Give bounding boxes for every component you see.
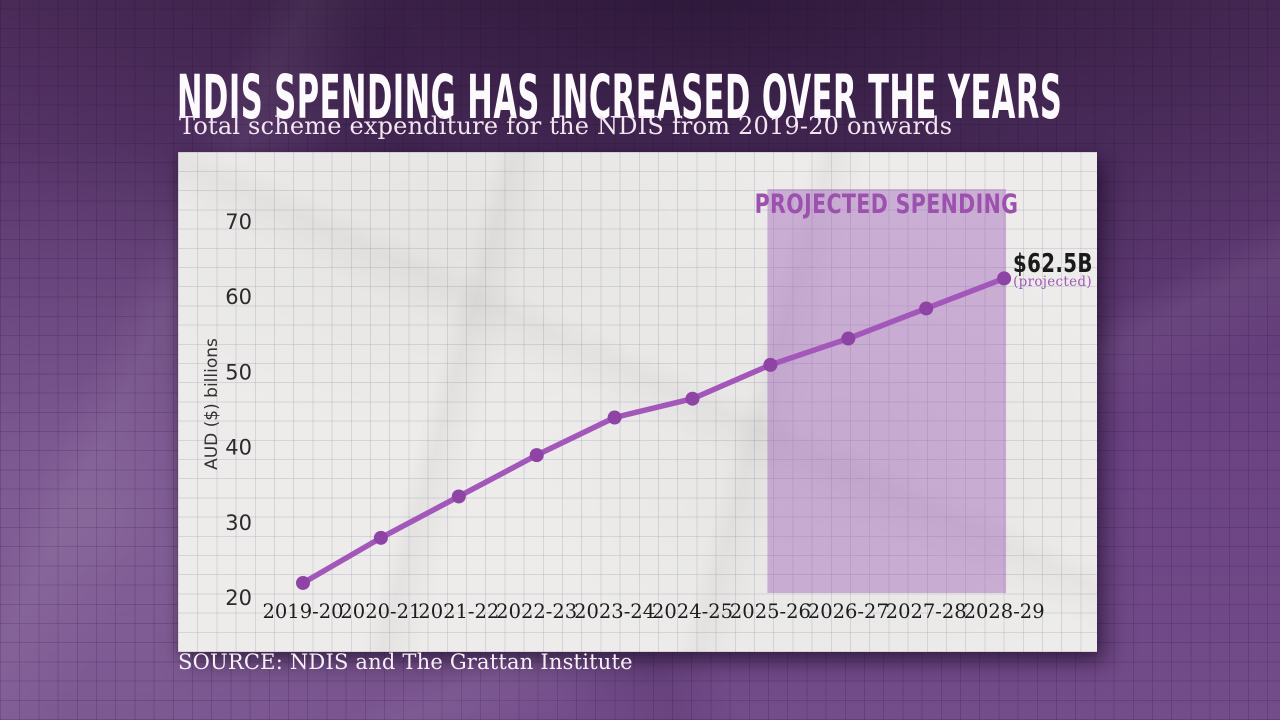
x-tick-2023-24: 2023-24 <box>574 600 655 623</box>
y-tick-20: 20 <box>225 586 252 610</box>
page-title-text: NDIS SPENDING HAS INCREASED OVER THE YEA… <box>177 62 1063 134</box>
x-tick-2019-20: 2019-20 <box>262 600 343 623</box>
line-chart: 20 30 40 50 60 70 2019-202020-212021-222022-23… <box>202 189 1045 623</box>
x-tick-2027-28: 2027-28 <box>886 600 967 623</box>
data-point-2020-21 <box>373 530 388 545</box>
source-attribution: SOURCE: NDIS and The Grattan Institute <box>178 650 633 674</box>
data-point-2021-22 <box>451 489 466 504</box>
data-point-2023-24 <box>607 410 622 425</box>
spending-line <box>300 275 1007 586</box>
projected-region <box>767 189 1007 593</box>
final-value-annotation: $62.5B <box>1013 251 1118 277</box>
data-point-2028-29 <box>997 271 1012 286</box>
page-title: NDIS SPENDING HAS INCREASED OVER THE YEA… <box>177 67 1280 128</box>
chart-canvas: 20 30 40 50 60 70 2019-20 2020-21 2021-22 2022-23… <box>178 152 1097 652</box>
y-tick-50: 50 <box>225 360 252 384</box>
data-point-2025-26 <box>763 357 778 372</box>
data-point-2024-25 <box>685 391 700 406</box>
data-point-2027-28 <box>919 301 934 316</box>
data-point-2019-20 <box>296 575 310 590</box>
y-tick-30: 30 <box>225 511 252 535</box>
y-tick-40: 40 <box>225 436 252 460</box>
x-tick-2024-25: 2024-25 <box>652 600 733 623</box>
y-axis-label: AUD ($) billions <box>202 338 222 470</box>
final-value-note: (projected) <box>1013 274 1092 291</box>
x-tick-2028-29: 2028-29 <box>964 600 1045 623</box>
x-tick-2026-27: 2026-27 <box>808 600 889 623</box>
y-tick-70: 70 <box>225 210 252 234</box>
x-tick-2021-22: 2021-22 <box>418 600 499 623</box>
x-tick-2022-23: 2022-23 <box>496 600 577 623</box>
x-tick-2020-21: 2020-21 <box>340 600 421 623</box>
chart-subtitle: Total scheme expenditure for the NDIS fr… <box>179 112 953 140</box>
y-tick-60: 60 <box>225 285 252 309</box>
final-value-text: $62.5B <box>1013 249 1093 280</box>
x-tick-2025-26: 2025-26 <box>730 600 811 623</box>
data-point-2022-23 <box>529 448 544 463</box>
data-point-2026-27 <box>841 331 856 346</box>
